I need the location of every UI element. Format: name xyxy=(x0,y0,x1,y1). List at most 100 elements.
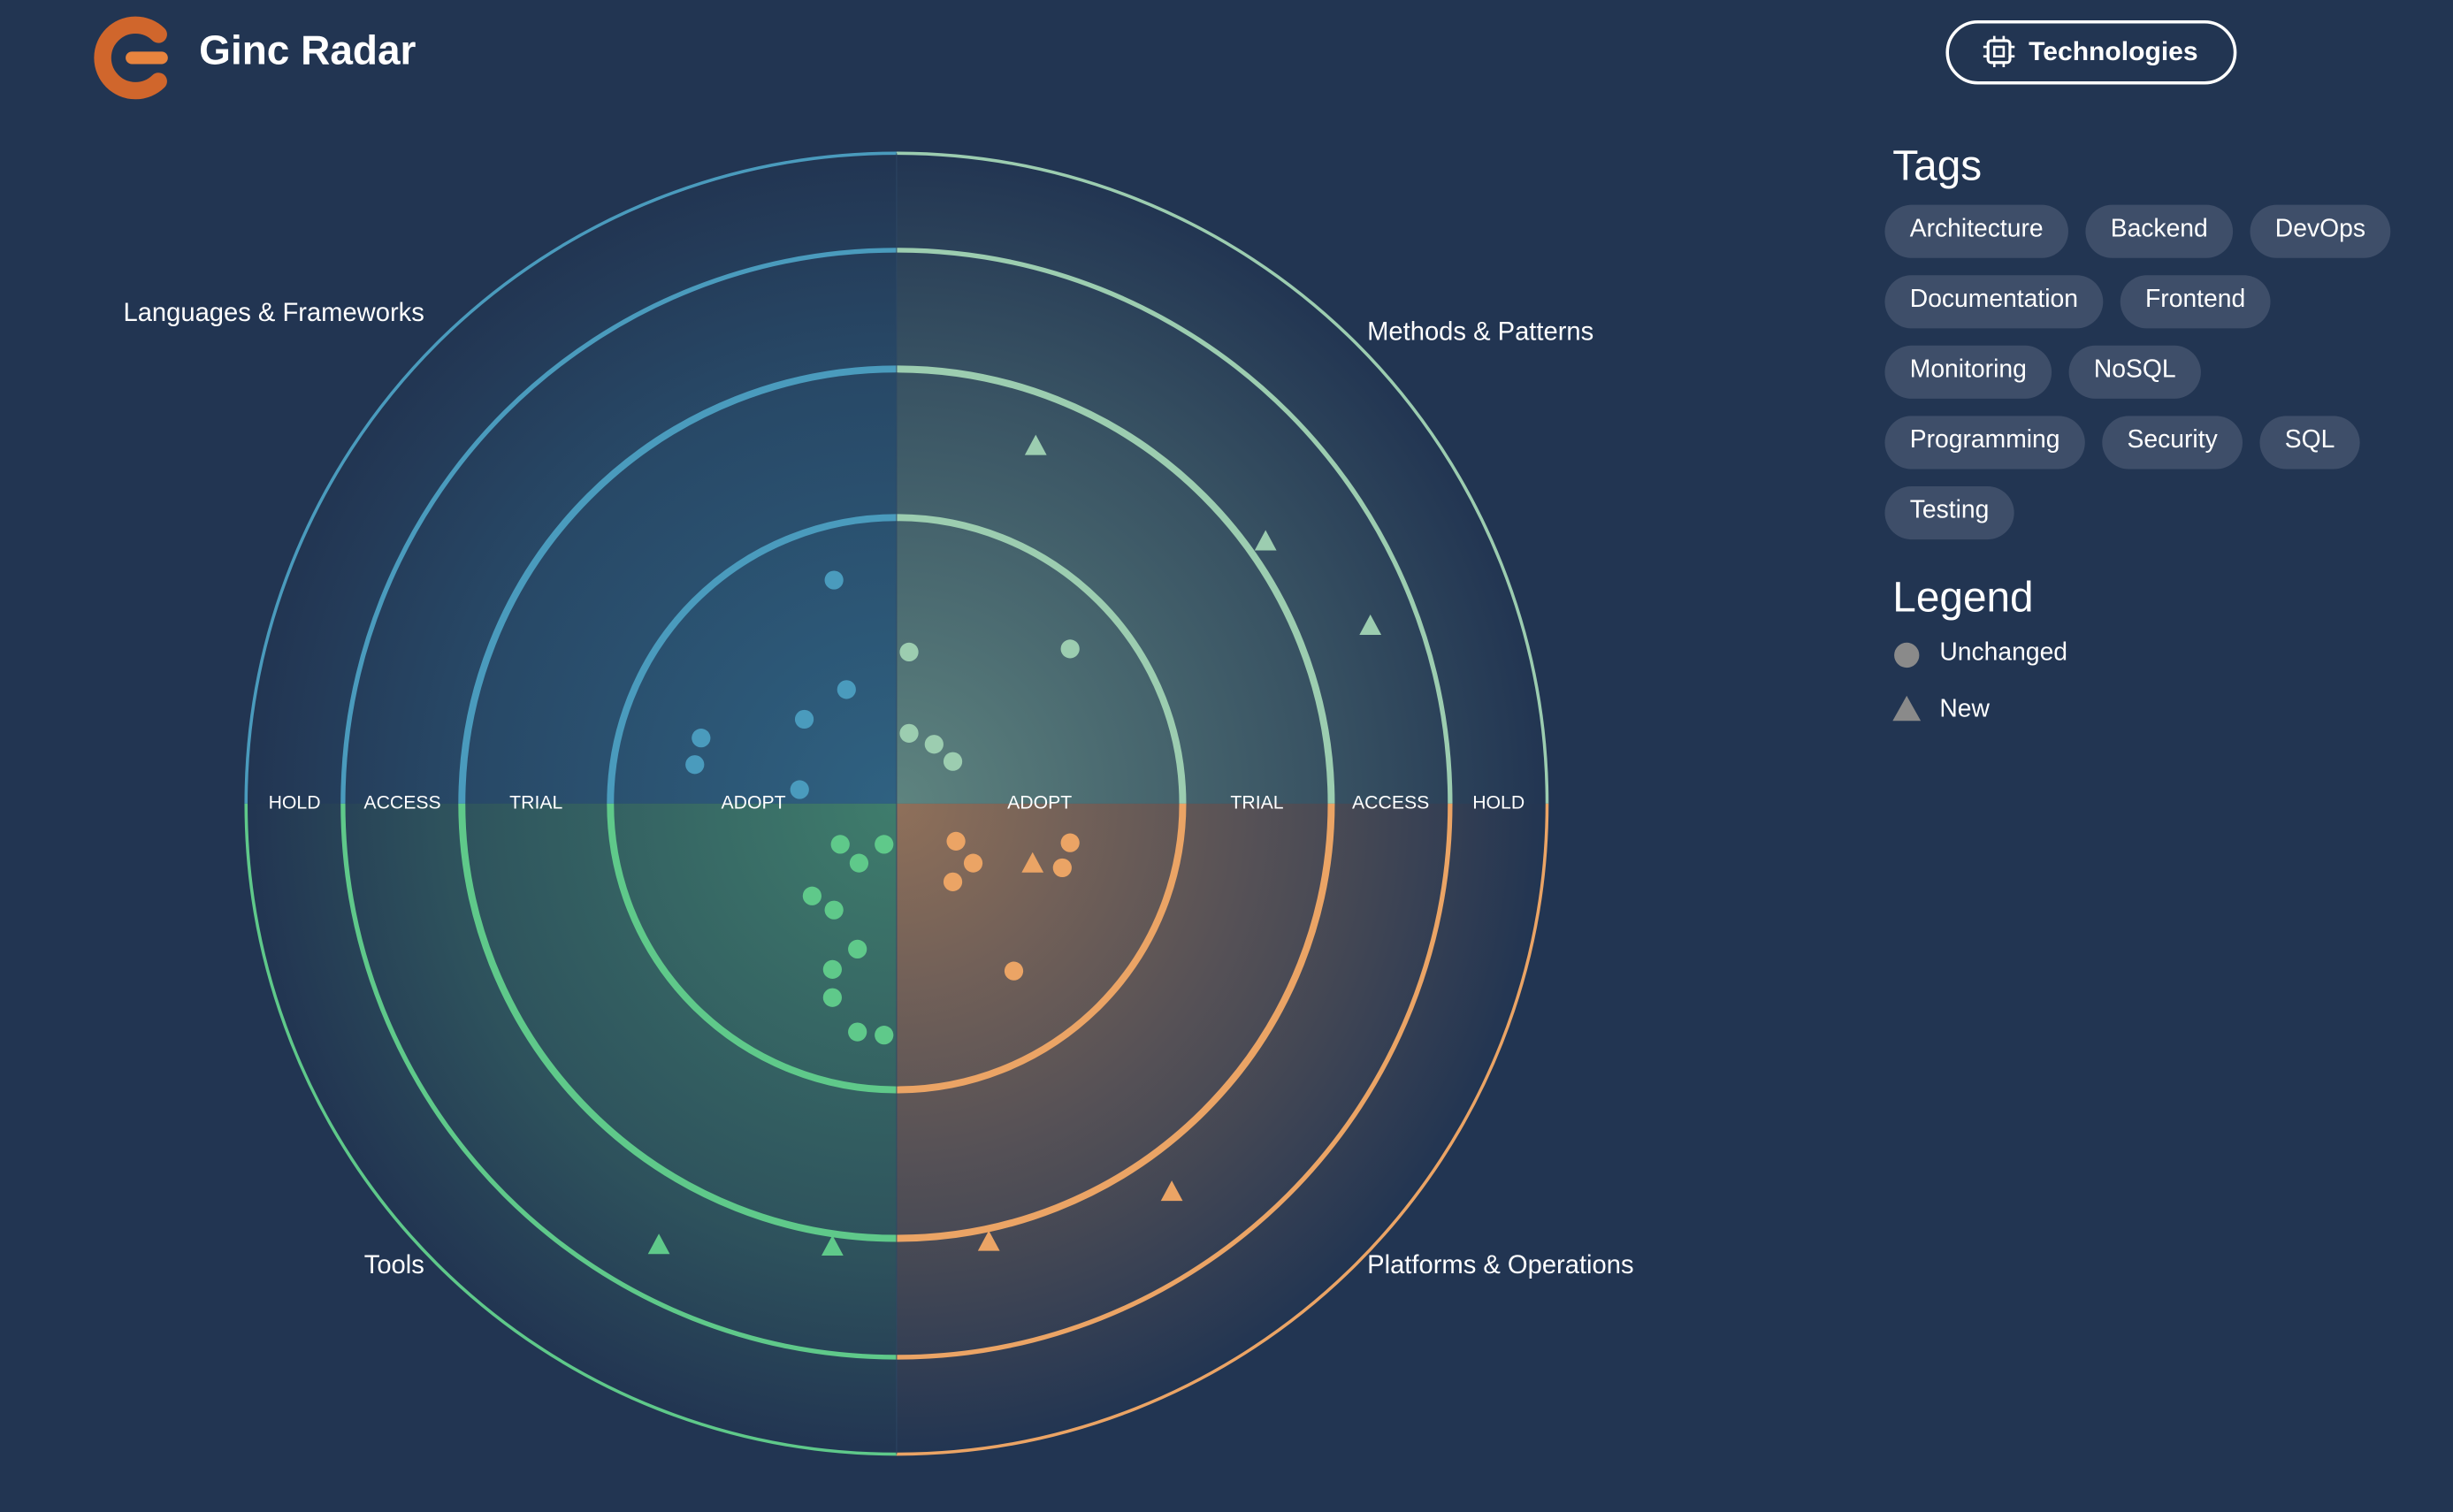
blip-new[interactable] xyxy=(1160,1180,1183,1202)
tag-pill[interactable]: DevOps xyxy=(2250,204,2391,258)
blip[interactable] xyxy=(824,900,844,920)
blip-new[interactable] xyxy=(1021,851,1044,873)
ring-arc xyxy=(458,365,897,804)
tag-background xyxy=(2120,275,2271,329)
legend-circle xyxy=(1894,642,1920,668)
blip[interactable] xyxy=(1060,833,1080,852)
ring-label: TRIAL xyxy=(509,793,562,813)
blip[interactable] xyxy=(1004,961,1024,981)
tag-pill[interactable]: Testing xyxy=(1884,485,2014,540)
ring-arc xyxy=(896,365,1335,804)
blip[interactable] xyxy=(790,780,809,799)
quadrant-label: Tools xyxy=(364,1251,424,1279)
radar: ADOPT ADOPT TRIAL TRIAL ACCESS ACCESS HOLD HOLD… xyxy=(124,151,1634,1456)
tag-pill[interactable]: SQL xyxy=(2259,416,2360,470)
ring-label: TRIAL xyxy=(1230,793,1283,813)
ring-arc xyxy=(896,248,1453,804)
tag-background xyxy=(1884,204,2068,258)
blip[interactable] xyxy=(946,831,966,851)
tag-background xyxy=(2250,204,2391,258)
tag-background xyxy=(2085,204,2234,258)
blip[interactable] xyxy=(849,853,869,873)
technologies-button[interactable]: Technologies xyxy=(1945,19,2237,85)
blip[interactable] xyxy=(875,1026,894,1045)
tag-label: Backend xyxy=(2111,213,2208,241)
ring-arc xyxy=(244,803,897,1456)
ring-label: HOLD xyxy=(1472,793,1525,813)
ring-arc xyxy=(607,803,897,1094)
tag-label: Documentation xyxy=(1910,284,2078,312)
legend-item: New xyxy=(1939,693,1990,722)
legend-title: Legend xyxy=(1892,575,2033,622)
tag-label: Testing xyxy=(1910,495,1990,523)
blip[interactable] xyxy=(899,642,919,662)
tag-pill[interactable]: Architecture xyxy=(1884,204,2068,258)
tag-label: NoSQL xyxy=(2094,355,2176,383)
blip[interactable] xyxy=(822,988,842,1007)
app-title: Ginc Radar xyxy=(199,27,416,73)
blip[interactable] xyxy=(824,570,844,590)
blip[interactable] xyxy=(1060,639,1080,659)
tag-pill[interactable]: Documentation xyxy=(1884,275,2104,329)
ring-label: ADOPT xyxy=(1007,793,1072,813)
blip[interactable] xyxy=(685,755,705,775)
blip-new[interactable] xyxy=(1254,530,1277,551)
tag-background xyxy=(1884,345,2052,399)
quadrant-area xyxy=(896,803,1547,1455)
ring-label: ADOPT xyxy=(722,793,786,813)
blip-new[interactable] xyxy=(1024,434,1047,455)
legend-triangle xyxy=(1892,695,1922,722)
blip[interactable] xyxy=(875,835,894,854)
blip[interactable] xyxy=(692,729,711,748)
tag-pill[interactable]: Frontend xyxy=(2120,275,2271,329)
blip[interactable] xyxy=(1052,858,1072,878)
tag-label: Programming xyxy=(1910,424,2060,453)
ring-arc xyxy=(340,248,897,804)
tag-pill[interactable]: Backend xyxy=(2085,204,2234,258)
tag-pill[interactable]: Programming xyxy=(1884,416,2085,470)
tag-label: Architecture xyxy=(1910,213,2044,241)
quadrant-area xyxy=(246,153,897,804)
logo[interactable] xyxy=(94,16,168,100)
ring-arc xyxy=(607,514,897,804)
quadrant-area xyxy=(896,153,1547,804)
tag-pill[interactable]: Security xyxy=(2102,416,2243,470)
blip[interactable] xyxy=(924,735,944,754)
tag-pill[interactable]: NoSQL xyxy=(2068,345,2201,399)
ring-label: HOLD xyxy=(269,793,321,813)
quadrant-label: Methods & Patterns xyxy=(1367,317,1593,346)
blip-new[interactable] xyxy=(977,1230,1000,1251)
blip[interactable] xyxy=(943,752,963,771)
blip-new[interactable] xyxy=(821,1235,844,1256)
quadrant-area xyxy=(246,803,897,1455)
blip-new[interactable] xyxy=(1359,614,1382,635)
blip-new[interactable] xyxy=(647,1233,670,1255)
ring-arc xyxy=(896,803,1549,1456)
quadrant-label: Languages & Frameworks xyxy=(124,299,424,327)
ring-arc xyxy=(896,151,1549,804)
ring-label: ACCESS xyxy=(363,793,440,813)
tags: Architecture Backend DevOps Documentation Fr… xyxy=(1884,204,2391,540)
tag-background xyxy=(2068,345,2201,399)
ring-arc xyxy=(244,151,897,804)
ring-arc xyxy=(896,803,1187,1094)
ring-arc xyxy=(896,803,1335,1242)
blip[interactable] xyxy=(963,853,983,873)
blip[interactable] xyxy=(899,723,919,743)
blip[interactable] xyxy=(830,835,850,854)
blip[interactable] xyxy=(943,872,963,891)
blip[interactable] xyxy=(848,1022,867,1042)
tag-background xyxy=(2102,416,2243,470)
blip[interactable] xyxy=(837,680,856,699)
tag-pill[interactable]: Monitoring xyxy=(1884,345,2052,399)
ring-arc xyxy=(896,803,1453,1360)
blip[interactable] xyxy=(822,959,842,979)
ring-label: ACCESS xyxy=(1352,793,1429,813)
blip[interactable] xyxy=(802,886,821,905)
quadrant-label: Platforms & Operations xyxy=(1367,1251,1633,1279)
blip[interactable] xyxy=(794,709,814,729)
tag-label: DevOps xyxy=(2275,213,2365,241)
blip[interactable] xyxy=(848,939,867,959)
tag-label: Security xyxy=(2128,424,2219,453)
